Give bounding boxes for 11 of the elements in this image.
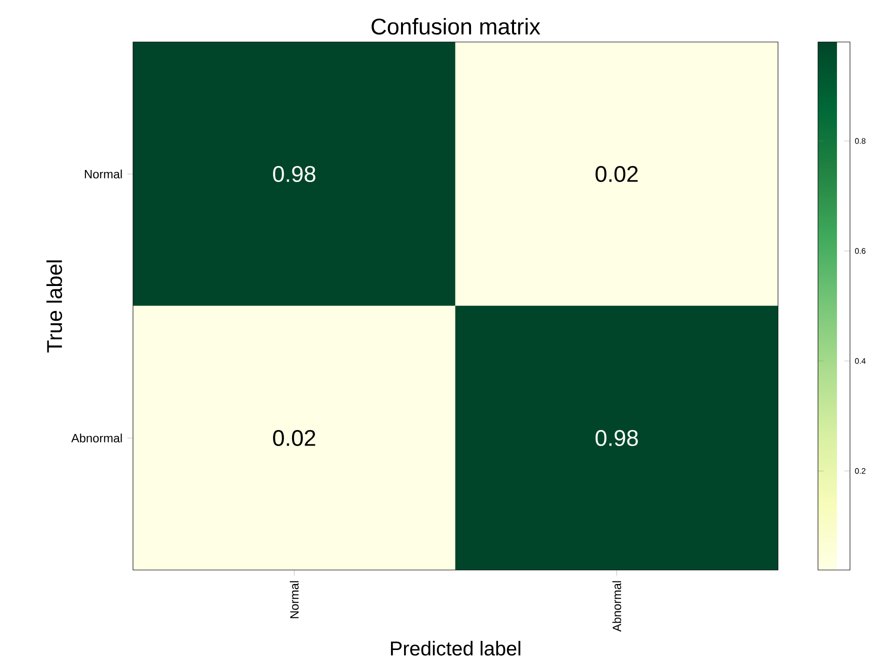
y-axis-title: True label bbox=[46, 260, 62, 353]
x-axis-title: Predicted label bbox=[390, 640, 520, 656]
chart-title: Confusion matrix bbox=[372, 18, 540, 35]
color-bar-label: 0.8 bbox=[855, 138, 866, 144]
data-label: 0.98 bbox=[596, 430, 638, 446]
color-bar-label: 0.6 bbox=[855, 248, 866, 254]
data-label: 0.98 bbox=[273, 166, 316, 182]
data-label: 0.02 bbox=[596, 166, 638, 182]
color-bar-label: 0.2 bbox=[855, 468, 866, 474]
color-bar-label: 0.4 bbox=[855, 358, 866, 364]
data-label: 0.02 bbox=[273, 430, 316, 446]
